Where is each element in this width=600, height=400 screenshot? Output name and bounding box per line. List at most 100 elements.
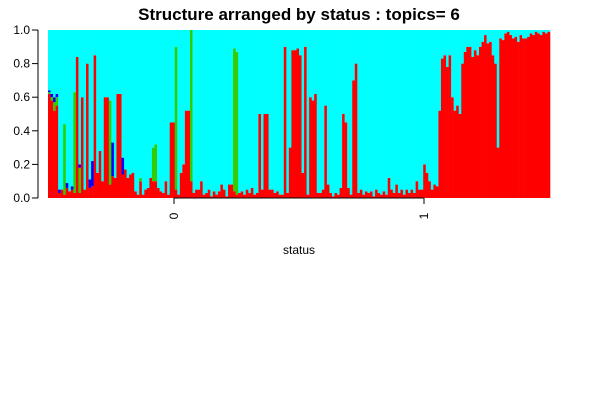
bar-segment [331,30,335,197]
bar-segment [217,191,221,198]
bar-segment [291,30,295,51]
bar-segment [189,181,193,198]
bar-segment [349,194,353,198]
bar-segment [157,187,160,198]
bar-segment [151,147,155,182]
bar-segment [542,31,546,199]
bar-segment [539,30,543,36]
bar-segment [53,110,56,198]
bar-segment [215,194,219,198]
bar-segment [299,55,302,199]
bar-segment [177,30,181,195]
bar-segment [286,30,290,193]
bar-segment [182,30,186,165]
bar-segment [364,30,368,192]
bar-segment [509,35,513,198]
bar-segment [55,30,59,94]
bar-segment [288,30,292,148]
bar-segment [167,30,170,195]
bar-segment [524,30,528,39]
bar-segment [172,122,176,198]
bar-segment [359,30,363,190]
bar-segment [113,177,117,198]
bar-segment [458,30,462,114]
bar-segment [539,35,543,198]
bar-segment [433,30,437,185]
bar-segment [501,30,505,41]
bar-segment [319,30,323,193]
bar-segment [532,35,536,198]
bar-segment [324,105,328,198]
bar-segment [179,172,183,198]
bar-segment [453,30,457,111]
bar-segment [413,30,416,193]
bar-segment [387,30,391,178]
bar-segment [461,63,465,198]
bar-segment [331,196,335,198]
bar-segment [534,31,538,199]
bar-segment [197,189,201,198]
bar-segment [184,110,188,198]
bar-segment [139,181,143,198]
bar-segment [491,30,495,56]
bar-segment [456,30,460,106]
bar-segment [347,30,351,188]
bar-segment [60,30,64,190]
bar-segment [364,191,368,198]
bar-segment [380,30,383,195]
bar-segment [362,194,366,198]
bar-segment [380,194,383,198]
bar-segment [228,30,231,185]
bar-segment [547,30,551,32]
bar-segment [83,189,87,198]
x-tick-label: 0 [167,212,181,219]
bar-segment [321,30,325,190]
bar-segment [453,110,457,198]
bar-segment [111,142,115,177]
bar-segment [309,97,312,198]
bar-segment [517,41,520,199]
bar-segment [78,30,82,165]
bar-segment [210,30,214,197]
bar-segment [172,30,176,123]
bar-segment [430,30,434,190]
bar-segment [55,93,59,98]
bar-segment [496,147,500,198]
bar-segment [334,30,338,193]
bar-segment [377,30,381,193]
bar-segment [197,30,201,190]
bar-segment [402,194,406,198]
bar-segment [413,192,416,198]
bar-segment [101,181,105,198]
bar-segment [129,30,132,175]
bar-segment [428,181,432,198]
bar-segment [344,30,348,123]
bar-segment [273,192,277,198]
bar-segment [408,192,411,198]
bar-segment [506,31,510,199]
bar-segment [397,30,401,193]
bar-segment [255,192,259,198]
bar-segment [116,30,120,94]
bar-segment [207,189,211,198]
bar-segment [392,30,396,193]
x-axis-label: status [283,243,315,257]
bar-segment [293,50,297,198]
bar-segment [511,38,515,199]
bar-segment [400,189,404,198]
bar-segment [164,181,168,198]
bar-segment [423,30,427,165]
bar-segment [50,93,54,98]
bar-segment [240,191,244,198]
bar-segment [243,194,247,198]
bar-segment [428,30,432,182]
bar-segment [435,186,439,198]
bar-segment [80,97,84,198]
bar-segment [324,30,328,106]
bar-segment [286,192,290,198]
bar-segment [50,97,54,101]
bar-segment [187,110,191,198]
bar-segment [222,30,226,190]
bar-segment [98,150,102,198]
bar-segment [98,30,102,151]
